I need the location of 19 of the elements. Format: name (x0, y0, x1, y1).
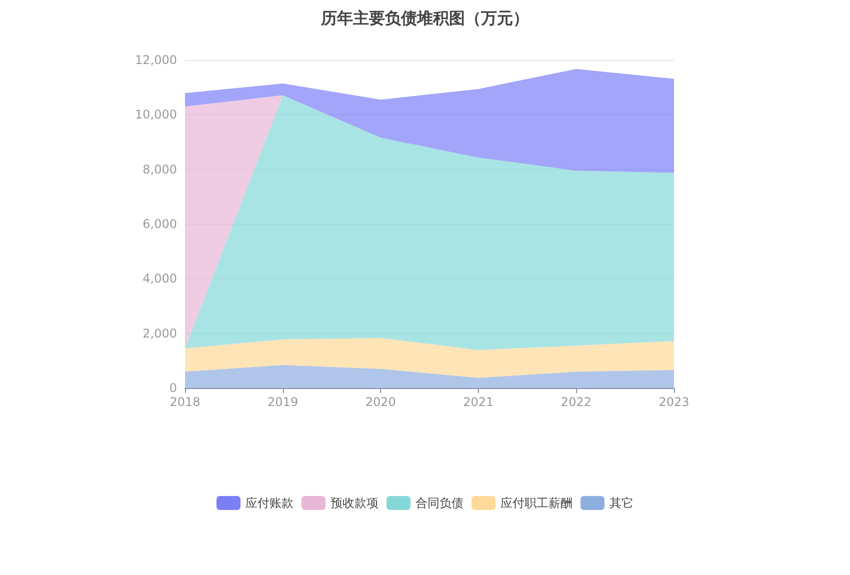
y-tick-label: 8,000 (142, 162, 177, 176)
x-tick-label: 2020 (365, 395, 396, 409)
legend-label: 合同负债 (416, 496, 464, 510)
legend-label: 应付账款 (246, 496, 294, 510)
x-tick-label: 2022 (560, 395, 592, 409)
chart-title: 历年主要负债堆积图（万元） (320, 8, 529, 28)
y-tick-label: 4,000 (142, 272, 177, 286)
legend-label: 其它 (610, 496, 634, 510)
y-tick-label: 0 (169, 381, 177, 395)
y-tick-label: 12,000 (135, 53, 177, 67)
x-tick-label: 2019 (268, 395, 298, 409)
x-tick-label: 2021 (463, 395, 494, 409)
legend-label: 预收款项 (330, 496, 378, 510)
legend-label: 应付职工薪酬 (500, 496, 572, 510)
y-tick-label: 6,000 (142, 217, 177, 231)
y-tick-label: 2,000 (142, 326, 177, 340)
x-tick-label: 2023 (658, 395, 690, 409)
y-tick-label: 10,000 (135, 108, 177, 122)
x-tick-label: 2018 (170, 395, 200, 409)
